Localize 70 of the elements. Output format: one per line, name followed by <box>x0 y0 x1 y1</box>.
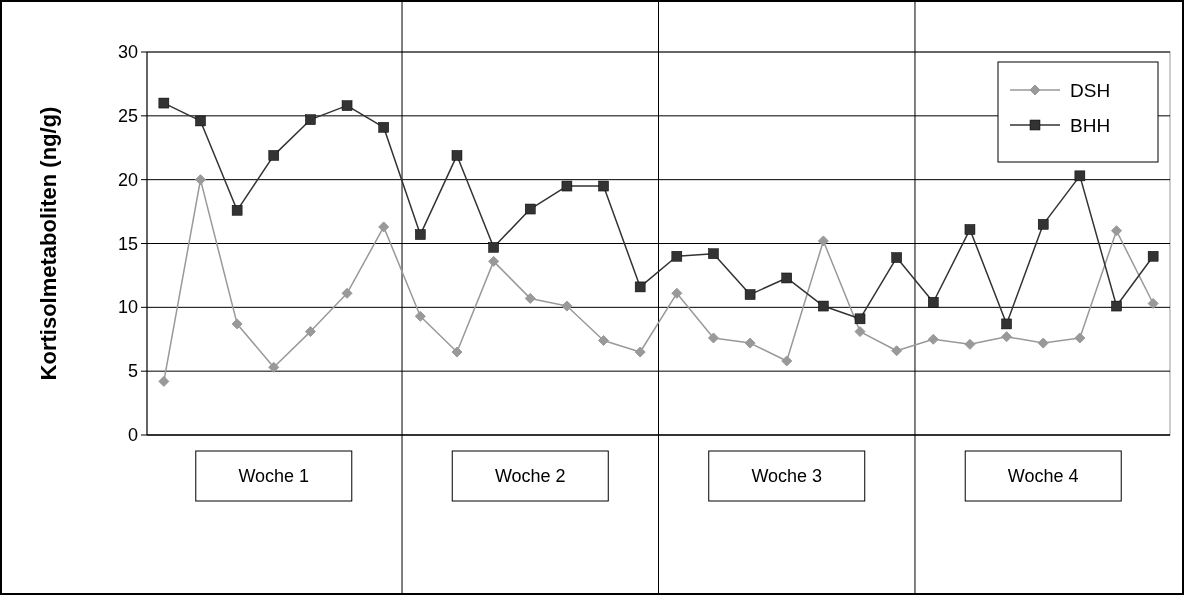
point <box>781 272 792 284</box>
point <box>158 97 170 109</box>
point <box>305 114 316 125</box>
point <box>378 221 390 233</box>
point <box>194 174 206 186</box>
point <box>891 345 903 357</box>
point <box>1074 170 1086 182</box>
point <box>1001 331 1013 343</box>
y-axis-title: Kortisolmetaboliten (ng/g) <box>36 106 61 381</box>
point <box>525 203 536 215</box>
point <box>1111 300 1122 312</box>
point <box>231 318 243 330</box>
point <box>561 300 573 312</box>
point <box>1147 298 1159 309</box>
point <box>854 326 866 338</box>
text: Woche 4 <box>1007 466 1079 486</box>
point <box>304 326 316 338</box>
point <box>195 115 206 127</box>
point <box>451 346 463 358</box>
y-tick-label: 5 <box>127 361 138 382</box>
point <box>1147 251 1159 262</box>
point <box>744 289 756 300</box>
text: Woche 3 <box>751 466 823 486</box>
point <box>341 100 353 111</box>
point <box>671 287 683 299</box>
point <box>817 235 829 247</box>
point <box>854 313 866 325</box>
point <box>708 248 719 259</box>
point <box>561 180 573 192</box>
point <box>158 375 170 387</box>
point <box>1001 318 1012 330</box>
y-tick-label: 10 <box>117 297 138 318</box>
point <box>707 332 719 344</box>
point <box>268 150 280 161</box>
point <box>451 150 463 161</box>
point <box>928 296 939 308</box>
point <box>378 122 389 133</box>
point <box>488 255 500 267</box>
point <box>1037 219 1049 230</box>
point <box>634 281 646 293</box>
point <box>341 287 353 299</box>
point <box>964 224 976 235</box>
point <box>964 338 976 350</box>
point <box>268 361 280 373</box>
point <box>818 300 829 312</box>
point <box>744 337 756 349</box>
y-tick-label: 0 <box>127 425 138 445</box>
point <box>231 205 243 216</box>
point <box>1074 332 1086 344</box>
point <box>927 333 939 345</box>
y-tick-label: 15 <box>117 233 138 254</box>
point <box>634 346 646 358</box>
point <box>891 252 902 263</box>
point <box>524 292 536 304</box>
point <box>781 355 793 367</box>
legend-label: DSH <box>1070 80 1111 101</box>
point <box>488 242 499 253</box>
point <box>1111 225 1123 237</box>
y-tick-label: 20 <box>117 169 138 190</box>
point <box>414 310 426 322</box>
text: Woche 2 <box>494 466 566 486</box>
point <box>671 251 683 262</box>
legend-label: BHH <box>1070 115 1111 136</box>
y-tick-label: 30 <box>117 42 138 62</box>
point <box>598 335 610 347</box>
point <box>598 180 609 192</box>
point <box>415 229 426 240</box>
text: Woche 1 <box>238 466 310 486</box>
point <box>1037 337 1049 349</box>
y-tick-label: 25 <box>117 105 138 126</box>
